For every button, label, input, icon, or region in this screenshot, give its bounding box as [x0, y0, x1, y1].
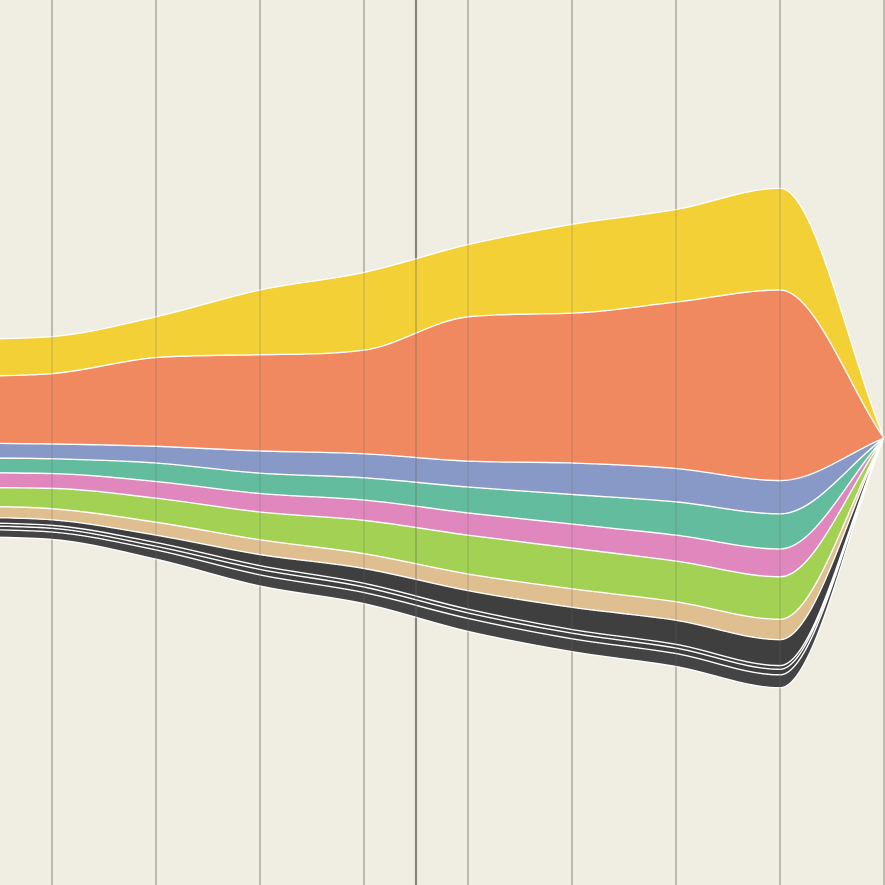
stream-layers: [0, 187, 885, 689]
vertical-gridlines-overlay: [51, 0, 885, 885]
stream-layer-11: [0, 187, 885, 439]
